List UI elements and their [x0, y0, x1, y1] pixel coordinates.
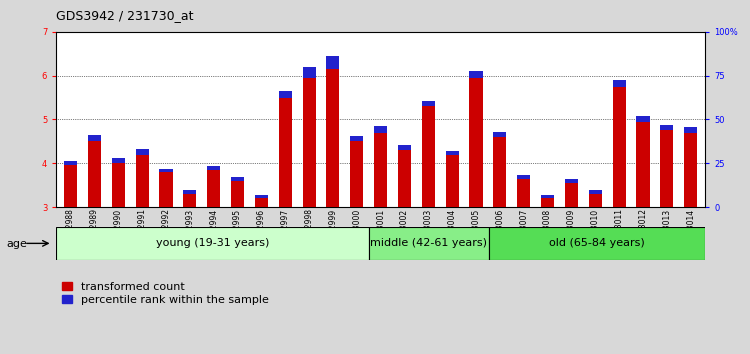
Bar	[398, 150, 411, 207]
Text: young (19-31 years): young (19-31 years)	[156, 238, 269, 249]
Bar	[589, 190, 602, 194]
Bar	[231, 181, 244, 207]
Bar	[112, 158, 125, 163]
Bar	[136, 149, 148, 154]
Bar	[446, 151, 459, 154]
Text: GDS3942 / 231730_at: GDS3942 / 231730_at	[56, 9, 194, 22]
Bar	[446, 154, 459, 207]
Bar	[637, 116, 650, 122]
Bar	[231, 177, 244, 181]
Bar	[494, 132, 506, 137]
Bar	[541, 195, 554, 198]
Bar	[613, 87, 626, 207]
Bar	[489, 227, 705, 260]
Bar	[64, 161, 77, 165]
Bar	[350, 141, 363, 207]
Bar	[518, 179, 530, 207]
Bar	[613, 80, 626, 87]
Text: old (65-84 years): old (65-84 years)	[549, 238, 645, 249]
Bar	[88, 141, 101, 207]
Bar	[326, 56, 340, 69]
Bar	[422, 106, 435, 207]
Bar	[88, 135, 101, 141]
Bar	[494, 137, 506, 207]
Bar	[374, 133, 387, 207]
Text: age: age	[6, 239, 27, 249]
Text: middle (42-61 years): middle (42-61 years)	[370, 238, 488, 249]
Bar	[255, 198, 268, 207]
Bar	[56, 227, 368, 260]
Bar	[541, 198, 554, 207]
Legend: transformed count, percentile rank within the sample: transformed count, percentile rank withi…	[62, 282, 268, 305]
Bar	[660, 130, 674, 207]
Bar	[470, 71, 482, 78]
Bar	[255, 195, 268, 198]
Bar	[565, 183, 578, 207]
Bar	[518, 175, 530, 179]
Bar	[368, 227, 489, 260]
Bar	[183, 194, 196, 207]
Bar	[684, 133, 698, 207]
Bar	[207, 166, 220, 170]
Bar	[207, 170, 220, 207]
Bar	[112, 163, 125, 207]
Bar	[374, 126, 387, 133]
Bar	[160, 169, 172, 172]
Bar	[64, 165, 77, 207]
Bar	[589, 194, 602, 207]
Bar	[422, 101, 435, 106]
Bar	[470, 78, 482, 207]
Bar	[684, 127, 698, 133]
Bar	[160, 172, 172, 207]
Bar	[302, 67, 316, 78]
Bar	[302, 78, 316, 207]
Bar	[637, 122, 650, 207]
Bar	[136, 154, 148, 207]
Bar	[279, 91, 292, 98]
Bar	[398, 145, 411, 150]
Bar	[279, 98, 292, 207]
Bar	[326, 69, 340, 207]
Bar	[350, 136, 363, 141]
Bar	[183, 190, 196, 194]
Bar	[565, 179, 578, 183]
Bar	[660, 125, 674, 130]
